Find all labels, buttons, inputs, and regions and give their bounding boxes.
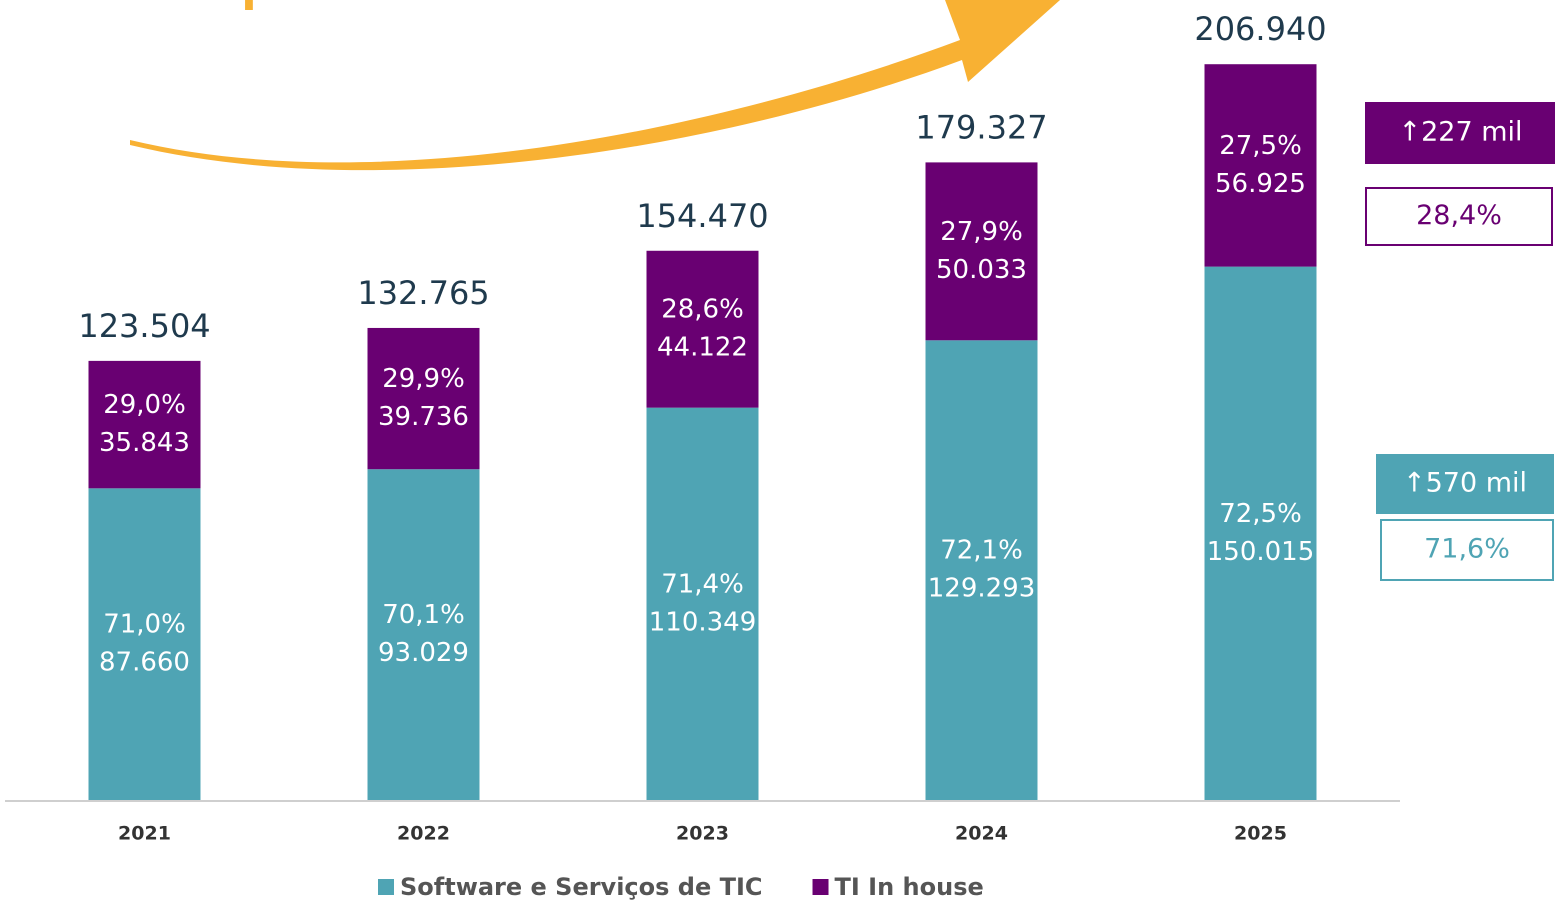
- growth-arrow: [130, 0, 1060, 171]
- value-label: 150.015: [1207, 537, 1315, 567]
- x-tick-label: 2022: [397, 823, 450, 845]
- value-label: 110.349: [649, 607, 757, 637]
- chart-title: exponencial: [135, 0, 654, 13]
- value-label: 35.843: [99, 428, 190, 458]
- legend-swatch: [812, 879, 829, 895]
- value-label: 39.736: [378, 402, 469, 432]
- legend-label: Software e Serviços de TIC: [400, 873, 763, 901]
- annotation-box: [1365, 102, 1555, 164]
- total-label: 154.470: [636, 197, 768, 235]
- share-label: 27,5%: [1219, 131, 1302, 161]
- annotation-box: [1376, 454, 1554, 514]
- value-label: 50.033: [936, 255, 1027, 285]
- annotation-text: ↑227 mil: [1398, 117, 1522, 148]
- share-label: 70,1%: [382, 600, 465, 630]
- total-label: 206.940: [1194, 10, 1326, 48]
- bar-segment: [367, 469, 480, 800]
- x-tick-label: 2024: [955, 823, 1008, 845]
- x-tick-label: 2023: [676, 823, 729, 845]
- x-tick-label: 2021: [118, 823, 171, 845]
- total-label: 123.504: [78, 307, 210, 345]
- total-label: 179.327: [915, 108, 1047, 146]
- bar-segment: [88, 360, 201, 489]
- bar-segment: [88, 488, 201, 800]
- total-label: 132.765: [357, 274, 489, 312]
- bar-segment: [925, 162, 1038, 341]
- annotation-box: [1365, 187, 1553, 246]
- bar-segment: [646, 407, 759, 800]
- share-label: 28,6%: [661, 295, 744, 325]
- legend-swatch: [378, 879, 394, 895]
- annotation-text: 71,6%: [1424, 534, 1510, 565]
- annotation-text: 28,4%: [1416, 200, 1502, 231]
- legend-label: TI In house: [835, 873, 984, 901]
- value-label: 129.293: [928, 574, 1036, 604]
- share-label: 72,1%: [940, 536, 1023, 566]
- value-label: 93.029: [378, 638, 469, 668]
- x-tick-label: 2025: [1234, 823, 1287, 845]
- bar-segment: [367, 327, 480, 470]
- share-label: 71,0%: [103, 610, 186, 640]
- share-label: 29,9%: [382, 364, 465, 394]
- share-label: 72,5%: [1219, 499, 1302, 529]
- value-label: 44.122: [657, 333, 748, 363]
- bar-segment: [1204, 64, 1317, 267]
- value-label: 87.660: [99, 648, 190, 678]
- value-label: 56.925: [1215, 169, 1306, 199]
- bar-segment: [925, 340, 1038, 800]
- annotation-text: ↑570 mil: [1403, 468, 1527, 499]
- bar-segment: [1204, 266, 1317, 800]
- share-label: 27,9%: [940, 217, 1023, 247]
- share-label: 29,0%: [103, 390, 186, 420]
- share-label: 71,4%: [661, 569, 744, 599]
- annotation-box: [1380, 519, 1554, 581]
- bar-segment: [646, 250, 759, 408]
